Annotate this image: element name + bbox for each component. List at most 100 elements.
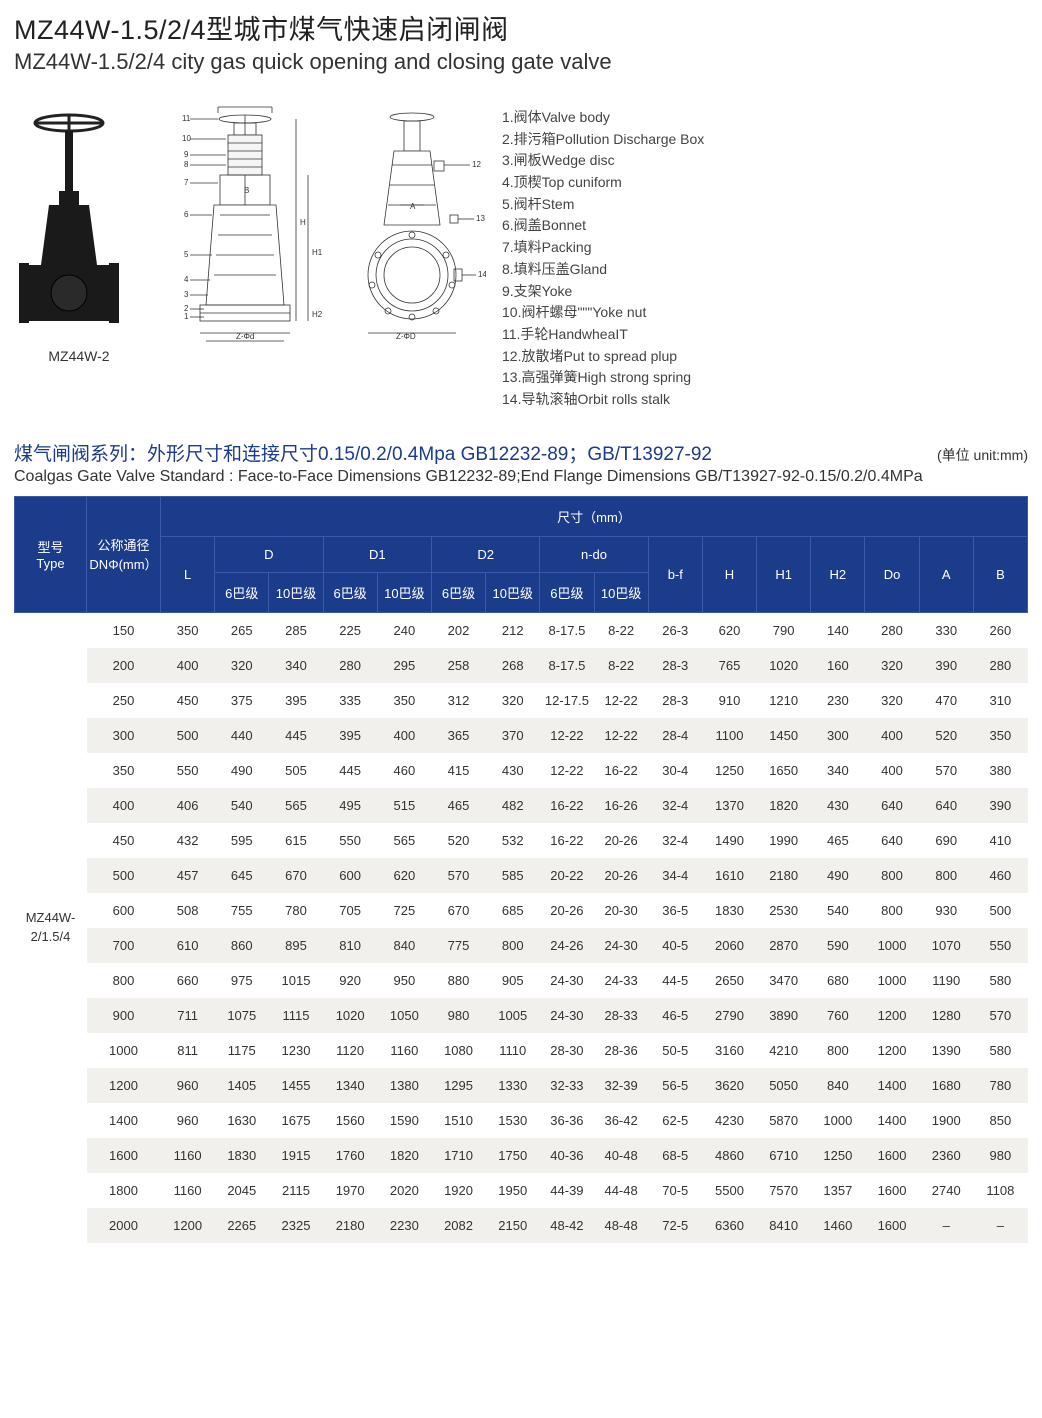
table-row: 120096014051455134013801295133032-3332-3… xyxy=(15,1068,1028,1103)
data-cell: 705 xyxy=(323,893,377,928)
data-cell: 34-4 xyxy=(648,858,702,893)
data-cell: 295 xyxy=(377,648,431,683)
data-cell: 520 xyxy=(919,718,973,753)
data-cell: 320 xyxy=(865,648,919,683)
data-cell: 320 xyxy=(215,648,269,683)
data-cell: 1110 xyxy=(486,1033,540,1068)
data-cell: 1200 xyxy=(865,998,919,1033)
th-bf: b-f xyxy=(648,536,702,612)
parts-list-item: 9.支架Yoke xyxy=(502,281,704,303)
parts-list-item: 3.闸板Wedge disc xyxy=(502,150,704,172)
th-D2-6: 6巴级 xyxy=(431,572,485,612)
data-cell: 440 xyxy=(215,718,269,753)
svg-text:A: A xyxy=(410,202,416,211)
data-cell: 16-26 xyxy=(594,788,648,823)
data-cell: 1600 xyxy=(865,1208,919,1243)
data-cell: 6710 xyxy=(757,1138,811,1173)
table-body: MZ44W- 2/1.5/41503502652852252402022128-… xyxy=(15,612,1028,1243)
data-cell: 515 xyxy=(377,788,431,823)
data-cell: 1210 xyxy=(757,683,811,718)
data-cell: 610 xyxy=(161,928,215,963)
section-title-cn: 煤气闸阀系列：外形尺寸和连接尺寸0.15/0.2/0.4Mpa GB12232-… xyxy=(14,439,712,466)
data-cell: 1405 xyxy=(215,1068,269,1103)
data-cell: 1020 xyxy=(757,648,811,683)
data-cell: 48-42 xyxy=(540,1208,594,1243)
th-H: H xyxy=(702,536,756,612)
data-cell: 28-36 xyxy=(594,1033,648,1068)
data-cell: 811 xyxy=(161,1033,215,1068)
data-cell: 1920 xyxy=(431,1173,485,1208)
parts-list-item: 2.排污箱Pollution Discharge Box xyxy=(502,129,704,151)
data-cell: 1675 xyxy=(269,1103,323,1138)
diagram2-svg: 12 A 13 14 Z-ΦD xyxy=(346,105,486,355)
data-cell: 2360 xyxy=(919,1138,973,1173)
data-cell: 258 xyxy=(431,648,485,683)
data-cell: 615 xyxy=(269,823,323,858)
data-cell: 3160 xyxy=(702,1033,756,1068)
data-cell: 4210 xyxy=(757,1033,811,1068)
data-cell: 20-30 xyxy=(594,893,648,928)
data-cell: 565 xyxy=(269,788,323,823)
data-cell: 895 xyxy=(269,928,323,963)
data-cell: 585 xyxy=(486,858,540,893)
data-cell: 1950 xyxy=(486,1173,540,1208)
data-cell: 1750 xyxy=(486,1138,540,1173)
data-cell: 370 xyxy=(486,718,540,753)
data-cell: 400 xyxy=(161,648,215,683)
data-cell: 860 xyxy=(215,928,269,963)
data-cell: 645 xyxy=(215,858,269,893)
data-cell: 395 xyxy=(269,683,323,718)
data-cell: 1160 xyxy=(161,1138,215,1173)
data-cell: 1000 xyxy=(87,1033,161,1068)
data-cell: 40-5 xyxy=(648,928,702,963)
data-cell: 5500 xyxy=(702,1173,756,1208)
data-cell: 760 xyxy=(811,998,865,1033)
data-cell: 1600 xyxy=(865,1138,919,1173)
data-cell: 260 xyxy=(973,612,1027,648)
data-cell: 46-5 xyxy=(648,998,702,1033)
data-cell: 2045 xyxy=(215,1173,269,1208)
data-cell: 900 xyxy=(87,998,161,1033)
data-cell: 62-5 xyxy=(648,1103,702,1138)
data-cell: 580 xyxy=(973,963,1027,998)
data-cell: 600 xyxy=(87,893,161,928)
data-cell: 6360 xyxy=(702,1208,756,1243)
data-cell: 800 xyxy=(486,928,540,963)
data-cell: 40-48 xyxy=(594,1138,648,1173)
data-cell: 2180 xyxy=(323,1208,377,1243)
data-cell: 40-36 xyxy=(540,1138,594,1173)
data-cell: 3890 xyxy=(757,998,811,1033)
data-cell: 300 xyxy=(811,718,865,753)
data-cell: 50-5 xyxy=(648,1033,702,1068)
data-cell: 800 xyxy=(865,858,919,893)
data-cell: 470 xyxy=(919,683,973,718)
type-cell: MZ44W- 2/1.5/4 xyxy=(15,612,87,1243)
data-cell: 406 xyxy=(161,788,215,823)
data-cell: 1710 xyxy=(431,1138,485,1173)
svg-text:14: 14 xyxy=(478,270,486,279)
data-cell: 1830 xyxy=(702,893,756,928)
data-cell: 350 xyxy=(87,753,161,788)
parts-list-item: 5.阀杆Stem xyxy=(502,194,704,216)
data-cell: 2265 xyxy=(215,1208,269,1243)
data-cell: 1070 xyxy=(919,928,973,963)
data-cell: 1050 xyxy=(377,998,431,1033)
data-cell: 340 xyxy=(811,753,865,788)
data-cell: 1015 xyxy=(269,963,323,998)
svg-text:3: 3 xyxy=(184,290,189,299)
data-cell: 380 xyxy=(973,753,1027,788)
data-cell: 540 xyxy=(811,893,865,928)
parts-list-item: 4.顶楔Top cuniform xyxy=(502,172,704,194)
data-cell: 375 xyxy=(215,683,269,718)
data-cell: 1295 xyxy=(431,1068,485,1103)
data-cell: 508 xyxy=(161,893,215,928)
data-cell: 930 xyxy=(919,893,973,928)
table-row: 2000120022652325218022302082215048-4248-… xyxy=(15,1208,1028,1243)
table-row: 70061086089581084077580024-2624-3040-520… xyxy=(15,928,1028,963)
svg-text:11: 11 xyxy=(182,114,191,123)
data-cell: 2230 xyxy=(377,1208,431,1243)
svg-text:13: 13 xyxy=(476,214,485,223)
data-cell: 980 xyxy=(431,998,485,1033)
data-cell: 910 xyxy=(702,683,756,718)
data-cell: 580 xyxy=(973,1033,1027,1068)
